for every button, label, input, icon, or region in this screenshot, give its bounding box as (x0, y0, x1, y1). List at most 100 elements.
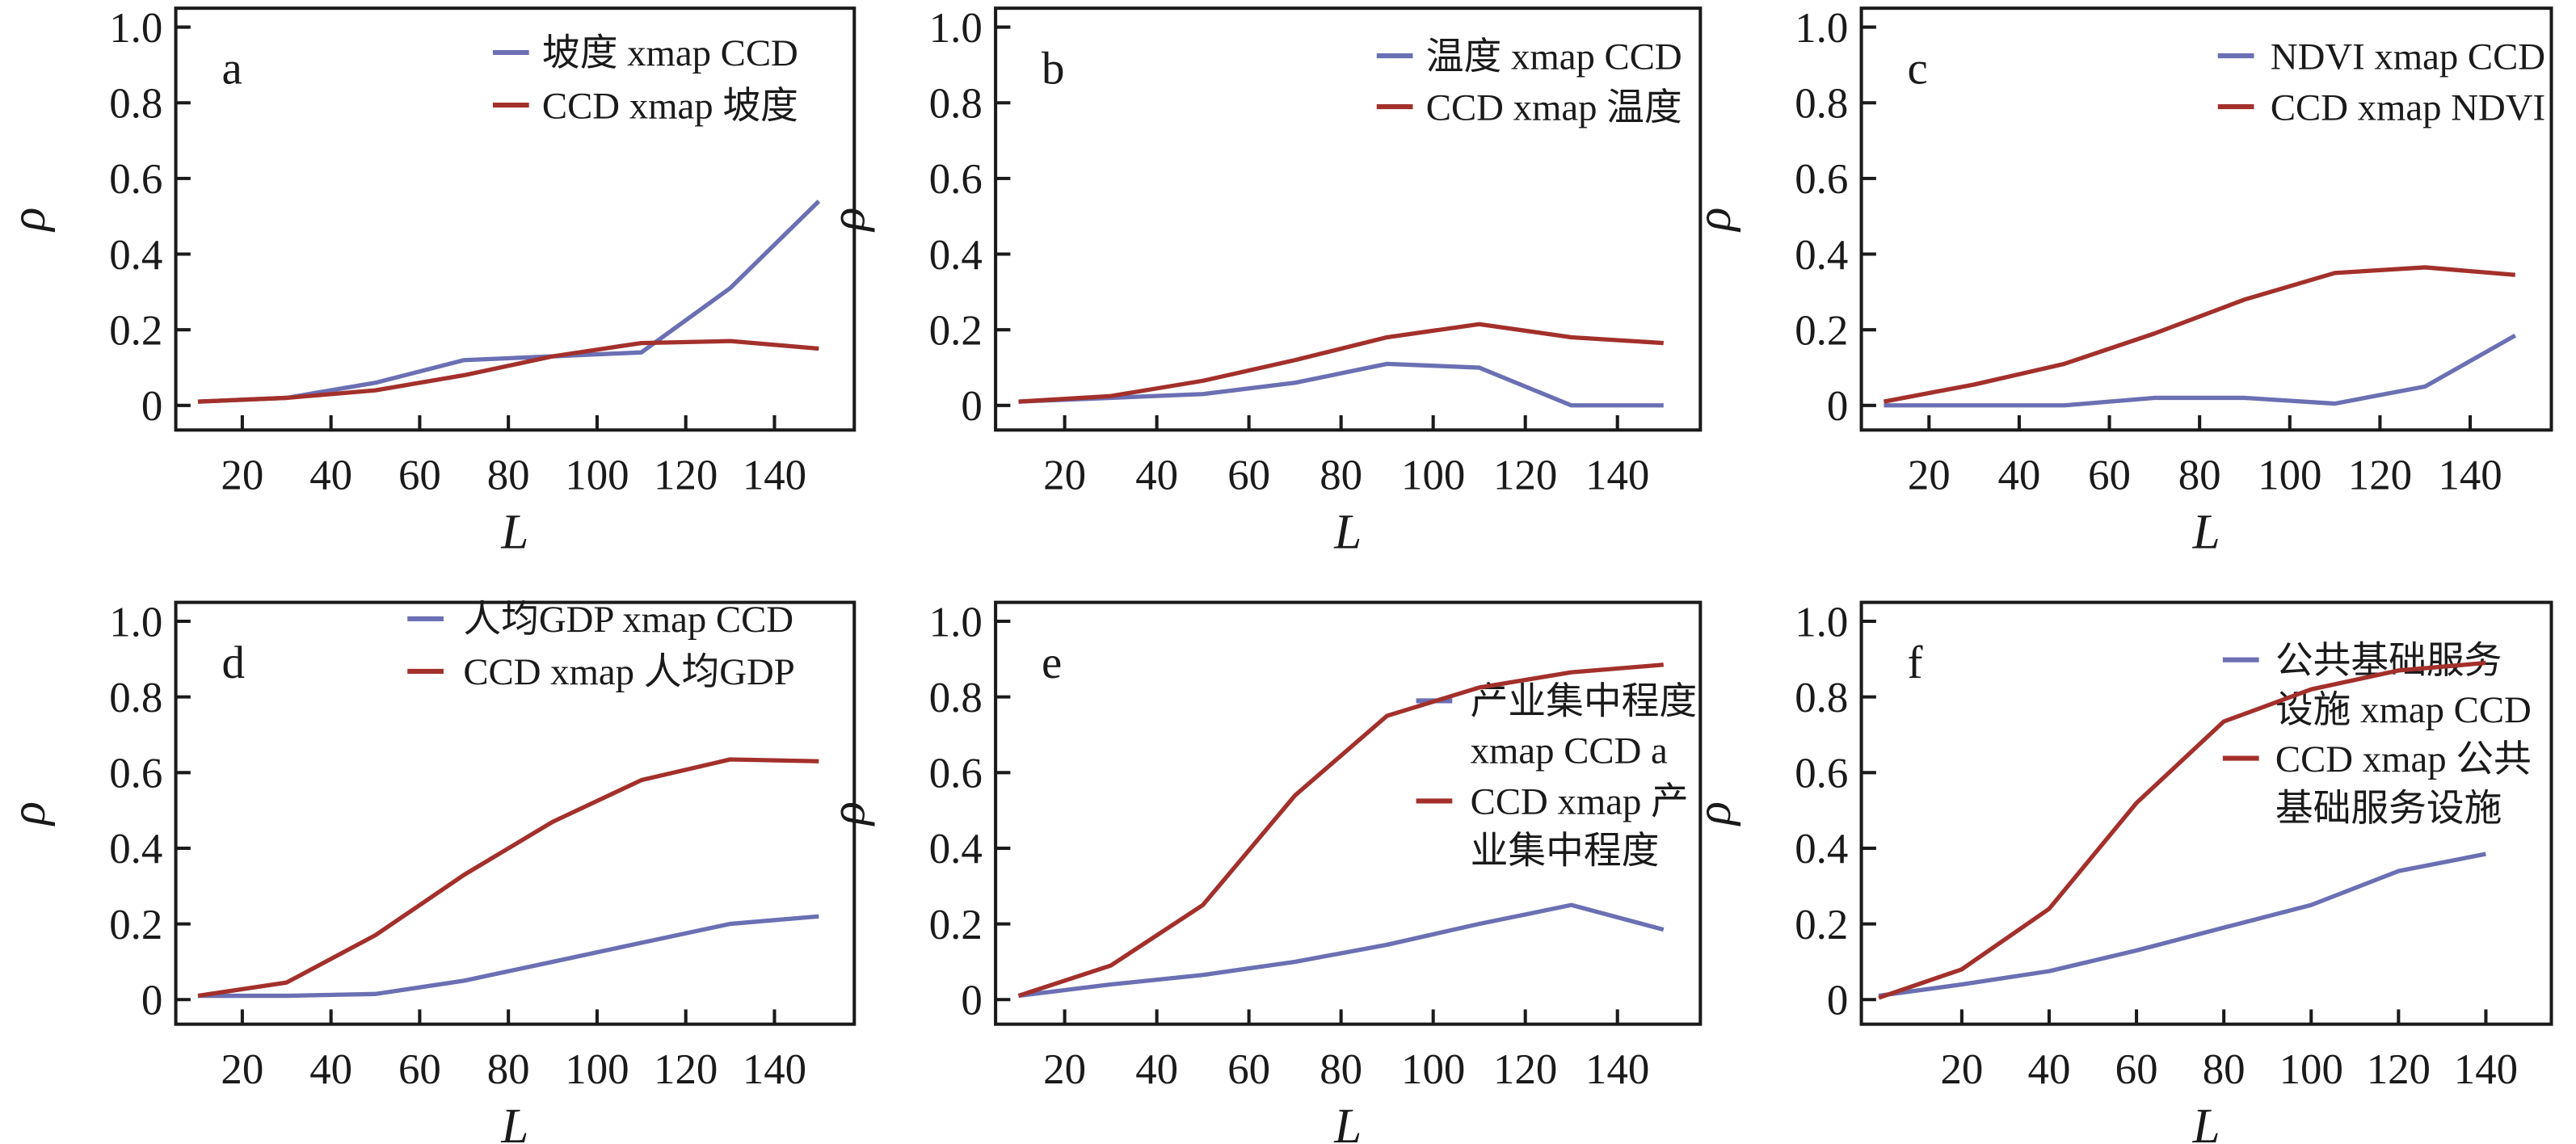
legend-label: CCD xmap 公共 (2275, 738, 2532, 780)
x-axis-label: L (2192, 506, 2220, 560)
y-tick-label: 0.8 (109, 81, 162, 128)
plot-frame (994, 6, 1703, 432)
y-tick-label: 0.4 (1795, 232, 1848, 279)
panel-c: 0 0.2 0.4 0.6 0.8 1.0 20 40 60 80 100 120 140 Lρ c NDVI… (1687, 5, 2553, 560)
y-tick-label: 0.4 (109, 232, 162, 279)
x-tick-label: 80 (1320, 452, 1362, 498)
panel-letter: c (1908, 44, 1928, 95)
series-line-forward (1018, 361, 1664, 408)
x-tick-label: 100 (1401, 1046, 1465, 1093)
x-tick-label: 120 (654, 452, 718, 498)
y-tick-label: 1.0 (109, 5, 162, 52)
legend-item: 温度 xmap CCD (1376, 36, 1682, 78)
y-tick-label: 0.6 (1795, 156, 1848, 203)
series-line-forward (1878, 852, 2486, 999)
legend-item: CCD xmap 坡度 (492, 85, 798, 127)
y-tick-label: 0.2 (109, 307, 162, 354)
y-tick-label: 0.2 (109, 902, 162, 948)
legend-label: CCD xmap NDVI (2271, 86, 2545, 128)
y-tick-label: 0.2 (1795, 902, 1848, 948)
panel-letter: a (221, 44, 242, 95)
y-tick-label: 0.8 (929, 675, 983, 721)
x-tick-label: 140 (1585, 452, 1649, 498)
y-axis-label: ρ (821, 208, 875, 233)
plot-frame (1859, 600, 2553, 1026)
x-tick-label: 80 (487, 452, 530, 498)
y-tick-label: 1.0 (929, 599, 983, 646)
y-tick-label: 0 (141, 978, 162, 1024)
x-tick-label: 40 (1135, 452, 1178, 498)
legend-item: 人均GDP xmap CCD (407, 599, 793, 641)
x-tick-label: 20 (1908, 452, 1951, 498)
plot-frame (994, 600, 1703, 1026)
x-tick-label: 20 (221, 1046, 263, 1093)
y-tick-label: 0 (961, 978, 982, 1024)
x-tick-label: 120 (2348, 452, 2412, 498)
y-tick-label: 0.4 (929, 826, 983, 873)
series-line-reverse (1017, 662, 1664, 999)
x-tick-label: 140 (743, 452, 806, 498)
legend-label: 产业集中程度 (1471, 681, 1698, 723)
panel-letter: f (1908, 637, 1923, 688)
x-tick-label: 60 (2115, 1046, 2158, 1093)
x-tick-label: 80 (1320, 1046, 1362, 1093)
x-tick-label: 140 (2454, 1046, 2518, 1093)
y-axis-label: ρ (1687, 208, 1741, 233)
x-axis-label: L (500, 506, 528, 560)
series-line-reverse (197, 757, 819, 999)
x-axis-label: L (2192, 1100, 2220, 1144)
legend-label: CCD xmap 坡度 (542, 85, 798, 127)
y-axis-label: ρ (821, 801, 875, 826)
y-tick-label: 1.0 (929, 5, 983, 52)
legend-item: CCD xmap 人均GDP (407, 651, 795, 693)
x-tick-label: 120 (1493, 1046, 1557, 1093)
panel-f: 0 0.2 0.4 0.6 0.8 1.0 20 40 60 80 100 120 140 Lρ f 公共基础… (1687, 599, 2553, 1144)
x-tick-label: 140 (2438, 452, 2502, 498)
series-line-reverse (1878, 660, 2486, 1000)
y-tick-label: 0.6 (109, 751, 162, 797)
series-line-reverse (1883, 265, 2515, 404)
x-tick-label: 20 (1940, 1046, 1983, 1093)
x-tick-label: 100 (1401, 452, 1465, 498)
legend-label: CCD xmap 产 (1471, 781, 1689, 823)
x-tick-label: 100 (2279, 1046, 2343, 1093)
legend-label: 公共基础服务 (2275, 640, 2502, 682)
legend-label: 业集中程度 (1471, 831, 1660, 873)
legend-label: 坡度 xmap CCD (542, 32, 798, 74)
x-tick-label: 40 (1135, 1046, 1178, 1093)
legend-label: CCD xmap 温度 (1426, 86, 1682, 128)
y-axis-label: ρ (2, 208, 56, 233)
x-tick-label: 80 (2178, 452, 2221, 498)
x-tick-label: 40 (2028, 1046, 2071, 1093)
y-tick-label: 1.0 (109, 599, 162, 646)
y-tick-label: 0.4 (109, 826, 162, 873)
x-tick-label: 80 (487, 1046, 530, 1093)
series-line-forward (1018, 902, 1665, 999)
x-axis-label: L (1333, 1100, 1362, 1144)
x-tick-label: 40 (1997, 452, 2040, 498)
legend-item: CCD xmap NDVI (2217, 86, 2545, 128)
panel-e: 0 0.2 0.4 0.6 0.8 1.0 20 40 60 80 100 120 140 Lρ e 产业集中… (821, 599, 1703, 1144)
y-tick-label: 0.2 (1795, 307, 1848, 354)
x-tick-label: 40 (309, 452, 352, 498)
plot-frame (174, 6, 857, 432)
y-tick-label: 0.4 (929, 232, 983, 279)
x-tick-label: 100 (2258, 452, 2321, 498)
y-tick-label: 0 (1827, 978, 1848, 1024)
x-axis-label: L (1333, 506, 1362, 560)
y-tick-label: 0 (141, 383, 162, 430)
x-tick-label: 140 (1585, 1046, 1649, 1093)
x-tick-label: 60 (1227, 452, 1270, 498)
legend-item: CCD xmap 温度 (1376, 86, 1682, 128)
x-tick-label: 60 (398, 1046, 441, 1093)
panel-letter: b (1042, 44, 1064, 95)
x-tick-label: 20 (221, 452, 263, 498)
y-tick-label: 0 (1827, 383, 1848, 430)
x-tick-label: 60 (1227, 1046, 1270, 1093)
y-tick-label: 0.2 (929, 902, 983, 948)
y-tick-label: 0.8 (1795, 675, 1848, 721)
y-tick-label: 0.6 (929, 156, 983, 203)
legend-label: NDVI xmap CCD (2271, 36, 2545, 78)
legend-label: 设施 xmap CCD (2275, 689, 2532, 731)
